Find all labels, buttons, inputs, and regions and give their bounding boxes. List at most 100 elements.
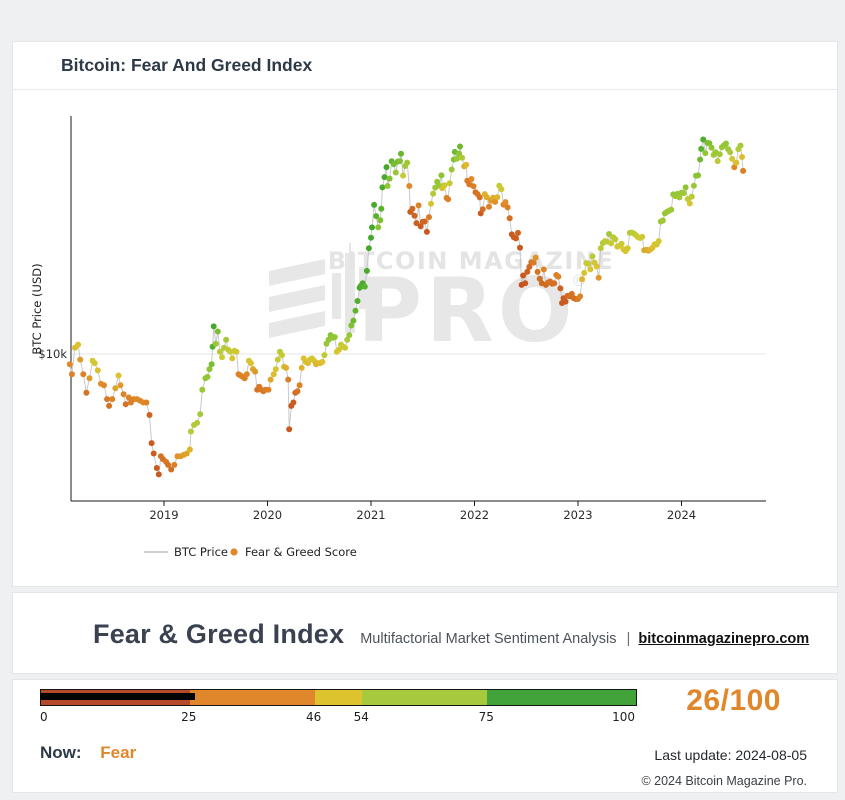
data-point [526, 263, 533, 270]
data-point [506, 215, 513, 222]
data-point [365, 245, 372, 252]
data-point [426, 214, 432, 221]
legend-item-fear-greed-score[interactable]: Fear & Greed Score [230, 545, 357, 559]
data-point [441, 182, 448, 189]
data-point [597, 245, 604, 252]
data-point [270, 371, 277, 378]
data-point [624, 245, 631, 252]
y-axis-label: BTC Price (USD) [30, 263, 44, 354]
x-tick-label: 2021 [356, 508, 385, 522]
gauge-segment [362, 690, 488, 705]
data-point [378, 205, 385, 212]
legend-line-label: BTC Price [174, 545, 228, 559]
chart-legend: BTC Price Fear & Greed Score [144, 545, 357, 559]
data-point [86, 375, 93, 382]
gauge-card: 0 25 46 54 75 100 26/100 Now: Fear Last updat… [12, 679, 838, 793]
data-point [153, 465, 160, 471]
data-point [150, 450, 157, 457]
data-point [737, 142, 744, 149]
data-point [448, 166, 455, 173]
data-point [233, 348, 240, 355]
data-point [421, 218, 428, 225]
data-point [729, 155, 736, 162]
data-point [375, 224, 382, 231]
data-point [581, 269, 588, 276]
data-point [708, 144, 715, 151]
data-point [733, 159, 740, 166]
data-point [115, 372, 122, 379]
legend-dot-label: Fear & Greed Score [245, 545, 357, 559]
data-point [534, 268, 541, 275]
data-point [206, 366, 213, 373]
data-point [409, 205, 416, 212]
gauge-tick-label: 46 [306, 710, 322, 724]
data-point [66, 361, 73, 368]
data-point [204, 373, 211, 380]
data-point [486, 203, 492, 210]
data-point [655, 238, 662, 245]
data-point [417, 223, 424, 230]
data-point [494, 194, 501, 201]
data-point [352, 307, 359, 314]
data-point [577, 293, 584, 300]
data-point [120, 391, 127, 398]
gauge-tick-label: 25 [181, 710, 197, 724]
data-point [406, 183, 413, 189]
data-point [731, 164, 738, 171]
data-point [639, 233, 646, 240]
data-point [415, 202, 422, 209]
data-point [723, 140, 729, 147]
data-point [298, 364, 305, 371]
score-display: 26/100 [686, 684, 781, 717]
x-tick-label: 2019 [149, 508, 178, 522]
data-point [589, 253, 596, 260]
data-point [286, 426, 293, 433]
data-point [344, 336, 351, 343]
last-update: Last update: 2024-08-05 [654, 747, 807, 763]
data-point [430, 190, 437, 197]
data-point [579, 276, 586, 283]
data-point [125, 394, 132, 401]
data-point [194, 419, 201, 426]
gauge-tick-label: 0 [40, 710, 48, 724]
data-point [468, 176, 475, 182]
data-point [740, 167, 747, 174]
data-point [143, 399, 150, 406]
data-point [363, 267, 370, 274]
x-tick-label: 2024 [667, 508, 696, 522]
data-point [502, 199, 509, 206]
data-point [75, 341, 82, 348]
index-subheading: Multifactorial Market Sentiment Analysis [360, 631, 617, 647]
gauge-segment [487, 690, 636, 705]
data-point [690, 182, 697, 189]
data-point [208, 361, 215, 368]
data-point [155, 471, 162, 478]
data-point [247, 360, 254, 367]
data-point [186, 446, 193, 453]
data-point [335, 346, 342, 353]
data-point [223, 336, 230, 343]
data-point [702, 150, 709, 157]
gauge-segment [189, 690, 315, 705]
now-row: Now: Fear [40, 743, 136, 763]
data-point [423, 228, 430, 235]
data-point [373, 213, 380, 220]
data-point [695, 172, 702, 179]
data-point [697, 156, 704, 163]
copyright: © 2024 Bitcoin Magazine Pro. [641, 774, 807, 788]
fear-greed-dots [66, 136, 747, 478]
data-point [520, 272, 527, 279]
site-link[interactable]: bitcoinmagazinepro.com [638, 631, 810, 647]
legend-item-btc-price[interactable]: BTC Price [144, 545, 228, 559]
data-point [216, 348, 223, 355]
data-point [331, 334, 338, 340]
data-point [411, 212, 418, 219]
data-point [404, 159, 411, 166]
watermark-text-pro: PRO [357, 259, 576, 362]
data-point [290, 399, 297, 406]
data-point [214, 328, 221, 335]
data-point [727, 149, 734, 156]
chart-title: Bitcoin: Fear And Greed Index [13, 42, 837, 90]
data-point [682, 184, 689, 191]
